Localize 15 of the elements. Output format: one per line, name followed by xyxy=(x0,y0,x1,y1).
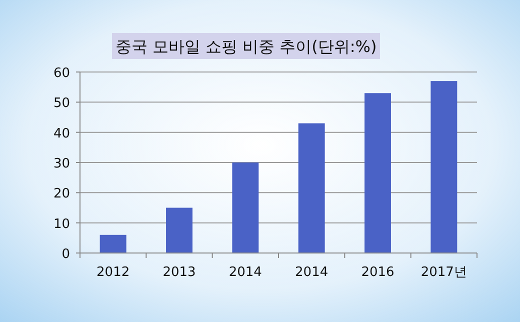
y-tick-label: 60 xyxy=(53,66,70,81)
y-tick-label: 50 xyxy=(53,96,70,112)
y-tick-label: 30 xyxy=(53,156,70,172)
y-tick-label: 10 xyxy=(53,216,70,232)
y-tick-label: 0 xyxy=(62,247,70,262)
x-tick-label: 2013 xyxy=(162,265,196,280)
chart-title: 중국 모바일 쇼핑 비중 추이(단위:%) xyxy=(115,37,377,56)
x-tick-label: 2014 xyxy=(228,265,262,280)
title: 중국 모바일 쇼핑 비중 추이(단위:%) xyxy=(112,33,380,59)
x-tick-label: 2012 xyxy=(96,265,130,280)
y-tick-label: 20 xyxy=(53,186,70,202)
x-tick-label: 2014 xyxy=(295,265,328,280)
x-tick-label: 2017년 xyxy=(420,265,467,280)
x-tick-label: 2016 xyxy=(361,265,394,280)
y-tick-label: 40 xyxy=(53,126,70,142)
